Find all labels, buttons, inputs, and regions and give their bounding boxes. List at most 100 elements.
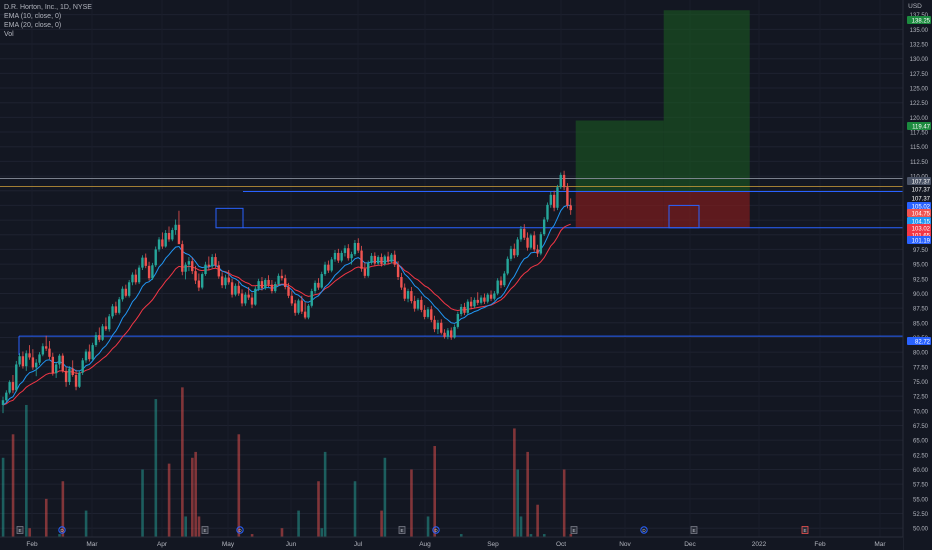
price-tag xyxy=(907,209,931,217)
dividend-marker-label: D xyxy=(238,528,242,533)
candle-body xyxy=(513,248,516,256)
price-tag xyxy=(907,236,931,244)
candle-body xyxy=(303,311,307,318)
candle-body xyxy=(260,281,264,289)
candle-body xyxy=(98,335,101,340)
candle-body xyxy=(78,372,81,387)
volume-bar xyxy=(323,451,327,537)
candle-body xyxy=(466,301,469,313)
price-tag xyxy=(907,224,931,232)
candle-body xyxy=(88,351,91,360)
y-tick-label: 62.50 xyxy=(913,453,929,459)
y-tick-label: 95.00 xyxy=(913,263,929,269)
y-tick-label: 85.00 xyxy=(913,321,929,327)
candle-body xyxy=(134,274,137,283)
price-tag-label: 103.02 xyxy=(912,226,931,232)
candle-body xyxy=(380,257,383,265)
candle-body xyxy=(250,297,254,305)
earnings-marker-label: E xyxy=(203,528,206,533)
candle-body xyxy=(376,257,380,264)
candle-body xyxy=(337,252,340,261)
earnings-marker-label: E xyxy=(692,528,695,533)
ema20-legend: EMA (20, close, 0) xyxy=(4,22,62,29)
candle-body xyxy=(436,322,440,330)
dividend-marker xyxy=(432,526,440,534)
candle-body xyxy=(41,346,45,355)
volume-bar xyxy=(433,446,436,537)
price-axis: USD 50.00 52.50 55.00 57.50 60.00 62.50 65.00 67… xyxy=(902,0,932,550)
candle-body xyxy=(15,364,18,391)
earnings-marker xyxy=(16,526,24,534)
candle-body xyxy=(443,332,446,337)
candle-body xyxy=(370,255,373,263)
ema10-line xyxy=(2,204,571,406)
y-tick-label: 77.50 xyxy=(913,365,929,371)
candle-body xyxy=(220,276,224,286)
candle-body xyxy=(313,282,317,292)
candle-body xyxy=(44,346,48,349)
x-tick-label: Oct xyxy=(556,541,566,548)
candle-body xyxy=(293,303,297,313)
volume-bar xyxy=(181,387,184,537)
candle-body xyxy=(320,274,323,288)
candle-body xyxy=(38,354,41,363)
candle-body xyxy=(94,335,98,346)
volume-bar xyxy=(383,457,387,537)
candle-body xyxy=(373,255,377,264)
dividend-marker-label: D xyxy=(60,528,64,533)
candle-body xyxy=(390,254,393,262)
dividend-marker-label: D xyxy=(434,528,438,533)
x-tick-label: Sep xyxy=(487,541,499,548)
candle-body xyxy=(174,224,177,231)
candle-body xyxy=(489,294,493,299)
candle-body xyxy=(307,305,310,318)
candle-body xyxy=(536,249,539,254)
candle-body xyxy=(546,204,549,220)
candle-body xyxy=(118,299,121,313)
candle-body xyxy=(108,316,111,330)
candle-body xyxy=(416,299,420,309)
candle-body xyxy=(84,351,88,361)
candle-body xyxy=(456,313,460,327)
volume-bar xyxy=(184,516,187,537)
candle-body xyxy=(267,279,270,285)
earnings-marker xyxy=(690,526,698,534)
price-tag xyxy=(907,122,931,130)
candle-body xyxy=(357,242,360,251)
candle-body xyxy=(131,274,134,283)
volume-bar xyxy=(11,434,15,537)
volume-bar xyxy=(569,534,573,537)
earnings-marker-label: E xyxy=(803,528,806,533)
candle-body xyxy=(330,259,333,271)
candle-body xyxy=(430,309,433,320)
candle-body xyxy=(423,309,426,317)
volume-bar xyxy=(191,457,194,537)
x-tick-label: Nov xyxy=(619,541,631,548)
candle-body xyxy=(277,275,280,285)
earnings-marker xyxy=(201,526,209,534)
level-box xyxy=(668,204,700,229)
candle-body xyxy=(147,265,151,279)
candle-body xyxy=(533,235,536,250)
candle-body xyxy=(290,295,294,304)
candle-body xyxy=(48,348,51,357)
candle-body xyxy=(18,356,21,365)
candle-body xyxy=(124,288,128,296)
volume-bar xyxy=(1,457,5,537)
candle-body xyxy=(350,254,353,259)
volume-bar xyxy=(562,469,566,537)
candle-body xyxy=(154,249,157,266)
candle-body xyxy=(224,277,227,286)
candle-body xyxy=(509,248,513,259)
candle-body xyxy=(8,382,11,393)
y-tick-label: 52.50 xyxy=(913,512,929,518)
candle-body xyxy=(440,322,443,333)
price-tag-label: 119.47 xyxy=(912,124,931,130)
y-tick-label: 115.00 xyxy=(910,145,929,151)
dividend-marker xyxy=(58,526,66,534)
candle-body xyxy=(280,275,284,279)
volume-bar xyxy=(250,534,254,537)
candle-body xyxy=(529,235,533,248)
